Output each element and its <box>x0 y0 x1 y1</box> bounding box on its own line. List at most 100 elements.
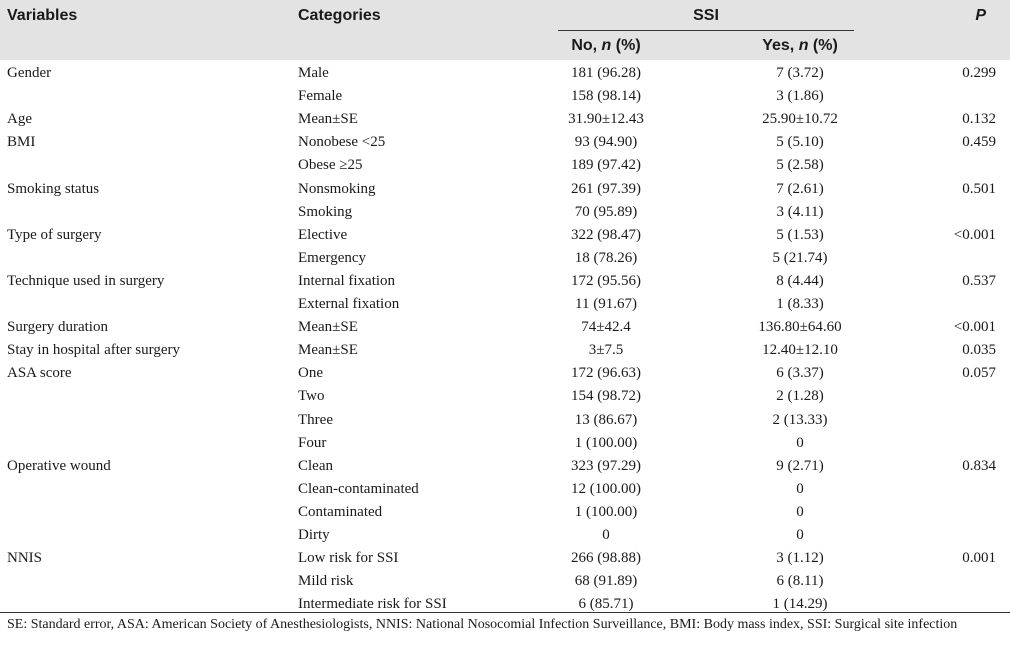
cell-category: External fixation <box>298 296 400 312</box>
ssi-group-rule <box>558 30 854 31</box>
cell-category: Two <box>298 388 325 404</box>
cell-category: Obese ≥25 <box>298 157 363 173</box>
cell-category: Mean±SE <box>298 319 358 335</box>
cell-no: 158 (98.14) <box>571 88 641 104</box>
cell-category: Contaminated <box>298 504 383 520</box>
cell-category: Four <box>298 435 327 451</box>
header-yes-pct: (%) <box>808 37 838 54</box>
cell-no: 70 (95.89) <box>574 204 638 220</box>
cell-yes: 0 <box>796 481 804 497</box>
header-yes: Yes, n (%) <box>700 37 900 55</box>
cell-variable: Technique used in surgery <box>7 273 165 289</box>
cell-p: 0.834 <box>962 458 996 474</box>
cell-category: Mean±SE <box>298 111 358 127</box>
cell-category: Clean-contaminated <box>298 481 419 497</box>
cell-no: 266 (98.88) <box>571 550 641 566</box>
cell-category: Dirty <box>298 527 330 543</box>
cell-yes: 25.90±10.72 <box>762 111 838 127</box>
header-categories: Categories <box>298 7 381 24</box>
header-no-pct: (%) <box>611 37 641 54</box>
header-yes-n: n <box>798 37 809 54</box>
cell-category: Male <box>298 65 329 81</box>
cell-category: One <box>298 365 323 381</box>
cell-category: Clean <box>298 458 333 474</box>
header-variables: Variables <box>7 7 78 24</box>
cell-yes: 5 (21.74) <box>772 250 828 266</box>
cell-yes: 5 (5.10) <box>776 134 824 150</box>
cell-category: Internal fixation <box>298 273 396 289</box>
cell-yes: 3 (4.11) <box>776 204 824 220</box>
cell-variable: Stay in hospital after surgery <box>7 342 181 358</box>
cell-yes: 0 <box>796 435 804 451</box>
cell-no: 68 (91.89) <box>574 573 638 589</box>
cell-category: Emergency <box>298 250 367 266</box>
cell-p: 0.057 <box>962 365 996 381</box>
cell-yes: 1 (8.33) <box>776 296 824 312</box>
cell-yes: 8 (4.44) <box>776 273 824 289</box>
cell-yes: 9 (2.71) <box>776 458 824 474</box>
cell-no: 3±7.5 <box>588 342 624 358</box>
cell-category: Female <box>298 88 343 104</box>
cell-variable: Smoking status <box>7 181 100 197</box>
cell-variable: Operative wound <box>7 458 111 474</box>
header-yes-label: Yes, <box>762 37 799 54</box>
cell-p: 0.299 <box>962 65 996 81</box>
cell-yes: 5 (2.58) <box>776 157 824 173</box>
cell-yes: 7 (3.72) <box>776 65 824 81</box>
cell-category: Low risk for SSI <box>298 550 399 566</box>
table-footnote: SE: Standard error, ASA: American Societ… <box>7 617 958 632</box>
header-p: P <box>975 7 986 24</box>
cell-category: Smoking <box>298 204 353 220</box>
cell-variable: ASA score <box>7 365 72 381</box>
header-no: No, n (%) <box>506 37 706 55</box>
cell-no: 1 (100.00) <box>574 435 638 451</box>
cell-no: 93 (94.90) <box>574 134 638 150</box>
cell-yes: 6 (8.11) <box>776 573 824 589</box>
cell-yes: 3 (1.86) <box>776 88 824 104</box>
table-bottom-rule <box>0 612 1010 613</box>
cell-category: Three <box>298 412 333 428</box>
cell-p: <0.001 <box>953 227 996 243</box>
cell-no: 322 (98.47) <box>571 227 641 243</box>
cell-variable: NNIS <box>7 550 43 566</box>
header-ssi-group: SSI <box>693 7 719 24</box>
cell-no: 189 (97.42) <box>571 157 641 173</box>
cell-variable: Surgery duration <box>7 319 108 335</box>
cell-yes: 3 (1.12) <box>776 550 824 566</box>
cell-yes: 1 (14.29) <box>772 596 828 612</box>
cell-p: <0.001 <box>953 319 996 335</box>
cell-no: 154 (98.72) <box>571 388 641 404</box>
cell-yes: 0 <box>796 504 804 520</box>
cell-p: 0.001 <box>962 550 996 566</box>
cell-variable: Gender <box>7 65 52 81</box>
cell-p: 0.459 <box>962 134 996 150</box>
cell-no: 74±42.4 <box>581 319 631 335</box>
cell-yes: 6 (3.37) <box>776 365 824 381</box>
cell-no: 13 (86.67) <box>574 412 638 428</box>
cell-category: Elective <box>298 227 348 243</box>
cell-category: Mean±SE <box>298 342 358 358</box>
cell-no: 172 (95.56) <box>571 273 641 289</box>
cell-p: 0.501 <box>962 181 996 197</box>
cell-category: Nonsmoking <box>298 181 376 197</box>
cell-variable: Type of surgery <box>7 227 102 243</box>
header-no-label: No, <box>571 37 602 54</box>
cell-yes: 0 <box>796 527 804 543</box>
cell-no: 1 (100.00) <box>574 504 638 520</box>
cell-category: Mild risk <box>298 573 354 589</box>
cell-variable: BMI <box>7 134 36 150</box>
cell-no: 261 (97.39) <box>571 181 641 197</box>
cell-no: 18 (78.26) <box>574 250 638 266</box>
cell-category: Intermediate risk for SSI <box>298 596 447 612</box>
cell-no: 11 (91.67) <box>575 296 637 312</box>
cell-no: 6 (85.71) <box>578 596 634 612</box>
cell-yes: 5 (1.53) <box>776 227 824 243</box>
cell-category: Nonobese <25 <box>298 134 386 150</box>
cell-yes: 12.40±12.10 <box>762 342 838 358</box>
cell-yes: 2 (1.28) <box>776 388 824 404</box>
cell-no: 172 (96.63) <box>571 365 641 381</box>
cell-no: 181 (96.28) <box>571 65 641 81</box>
cell-variable: Age <box>7 111 32 127</box>
cell-no: 12 (100.00) <box>571 481 641 497</box>
